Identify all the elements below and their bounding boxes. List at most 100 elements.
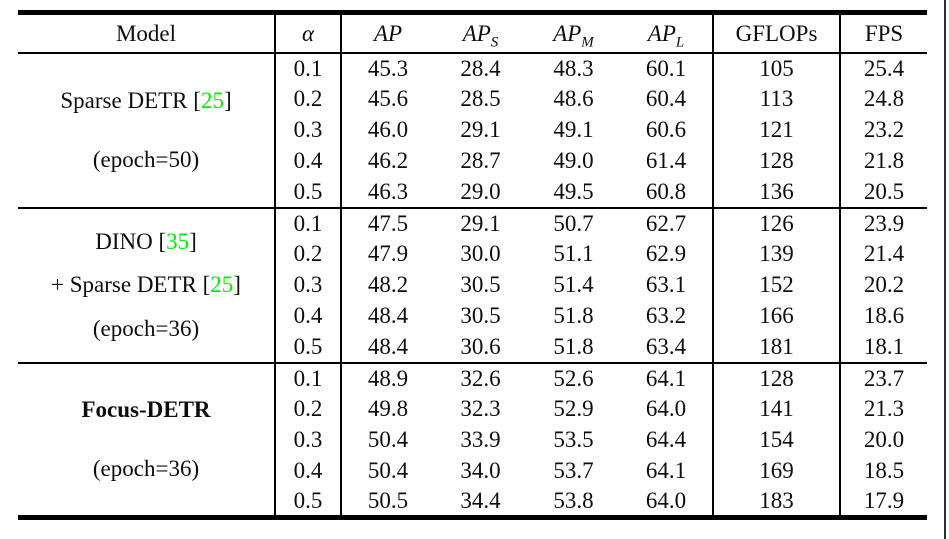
header-ap-s-label: AP (462, 20, 491, 46)
alpha-cell: 0.2 (275, 83, 342, 115)
citation-number: 25 (200, 88, 224, 114)
gflops-value-cell: 126 (713, 206, 841, 239)
gflops-value-cell: 139 (713, 238, 841, 270)
alpha-cell: 0.5 (275, 486, 342, 518)
model-name-text: DINO (95, 228, 153, 254)
header-row: Model α AP APS APM APL GFLOPs FPS (18, 12, 927, 54)
ap_l-value-cell: 64.0 (620, 393, 714, 425)
fps-value-cell: 21.4 (863, 241, 905, 267)
header-ap-l: APL (620, 12, 714, 54)
model-cell: Focus-DETR (epoch=36) (18, 361, 276, 518)
table-row: 0.5 46.3 29.0 49.5 60.8 136 20.5 (18, 176, 927, 208)
model-name-text: Sparse DETR (60, 88, 188, 114)
gflops-value-cell: 166 (713, 300, 841, 332)
ap_m-value-cell: 48.3 (553, 55, 594, 81)
ap_s-value-cell: 34.0 (460, 458, 501, 484)
table-row: Focus-DETR (epoch=36) 0.1 48.9 32.6 52.6 64.1 1… (18, 361, 927, 518)
citation-bracket-close: ] (233, 272, 241, 298)
gflops-value-cell: 128 (713, 361, 841, 394)
ap_l-value-cell: 64.1 (620, 361, 714, 394)
alpha-cell: 0.2 (275, 393, 342, 425)
ap_s-value-cell: 32.3 (460, 396, 501, 422)
gflops-value-cell: 152 (713, 269, 841, 301)
ap-value-cell: 47.9 (367, 241, 409, 267)
ap_l-value-cell: 63.1 (620, 269, 714, 301)
table-row: 0.4 46.2 28.7 49.0 61.4 128 21.8 (18, 145, 927, 177)
table-row: 0.2 49.8 32.3 52.9 64.0 141 21.3 (18, 393, 927, 425)
ap_l-value-cell: 62.9 (620, 238, 714, 270)
ap-value-cell: 48.4 (367, 303, 409, 329)
header-alpha: α (275, 12, 342, 54)
fps-value-cell: 20.0 (863, 427, 905, 453)
header-ap-m-label: AP (553, 20, 582, 46)
gflops-value-cell: 154 (713, 424, 841, 456)
model-cell-content: DINO [35] + Sparse DETR [25] (epoch=36) (18, 210, 274, 360)
ap-value-cell: 49.8 (367, 396, 409, 422)
table-row: DINO [35] + Sparse DETR [25] (epoch=36) 0.1… (18, 206, 927, 363)
fps-value-cell: 23.9 (840, 206, 927, 239)
ap_s-value-cell: 30.6 (460, 333, 501, 359)
ap_l-value-cell: 61.4 (620, 145, 714, 177)
ap_m-value-cell: 50.7 (527, 206, 620, 239)
ap_s-value-cell: 32.6 (434, 361, 527, 394)
ap_l-value-cell: 60.8 (620, 176, 714, 208)
gflops-value-cell: 141 (713, 393, 841, 425)
alpha-cell: 0.1 (275, 52, 342, 84)
ap_l-value-cell: 60.6 (620, 114, 714, 146)
ap-value-cell: 46.0 (367, 117, 409, 143)
ap_m-value-cell: 51.8 (553, 333, 594, 359)
ap_m-value-cell: 51.8 (553, 303, 594, 329)
ap-value-cell: 48.4 (367, 333, 409, 359)
fps-value-cell: 20.2 (863, 272, 905, 298)
page-edge-line (944, 0, 946, 539)
ap-value-cell: 50.4 (367, 427, 409, 453)
model-cell: DINO [35] + Sparse DETR [25] (epoch=36) (18, 206, 276, 363)
model-epoch-text: (epoch=50) (92, 146, 200, 172)
ap-value-cell: 50.4 (367, 458, 409, 484)
ap_m-value-cell: 51.4 (553, 272, 594, 298)
alpha-cell: 0.1 (275, 361, 342, 394)
header-ap-l-label: AP (647, 20, 676, 46)
citation-bracket-close: ] (189, 228, 197, 254)
gflops-value-cell: 105 (713, 52, 841, 84)
ap_s-value-cell: 28.5 (460, 86, 501, 112)
model-cell-content: Focus-DETR (epoch=36) (18, 364, 274, 514)
ap_l-value-cell: 64.4 (620, 424, 714, 456)
fps-value-cell: 18.6 (863, 303, 905, 329)
ap_s-value-cell: 30.5 (460, 272, 501, 298)
ap_s-value-cell: 30.5 (460, 303, 501, 329)
ap_l-value-cell: 60.1 (620, 52, 714, 84)
table-row: 0.3 50.4 33.9 53.5 64.4 154 20.0 (18, 424, 927, 456)
fps-value-cell: 24.8 (863, 86, 905, 112)
table-row: 0.3 46.0 29.1 49.1 60.6 121 23.2 (18, 114, 927, 146)
fps-value-cell: 20.5 (863, 178, 905, 204)
citation-bracket-open: [ (202, 272, 211, 298)
alpha-cell: 0.4 (275, 300, 342, 332)
ap_l-value-cell: 63.2 (620, 300, 714, 332)
model-cell-content: Sparse DETR [25] (epoch=50) (18, 55, 274, 205)
model-epoch-text: (epoch=36) (92, 455, 200, 481)
ap_s-value-cell: 29.0 (460, 178, 501, 204)
ap_m-value-cell: 51.1 (553, 241, 594, 267)
ap-value-cell: 46.2 (367, 148, 409, 174)
gflops-value-cell: 121 (713, 114, 841, 146)
header-fps: FPS (840, 12, 927, 54)
table-row: Sparse DETR [25] (epoch=50) 0.1 45.3 28.4 48.… (18, 52, 927, 208)
header-ap-label: AP (373, 20, 403, 46)
gflops-value-cell: 136 (713, 176, 841, 208)
alpha-cell: 0.1 (275, 206, 342, 239)
fps-value-cell: 18.5 (863, 458, 905, 484)
alpha-cell: 0.3 (275, 424, 342, 456)
model-cell: Sparse DETR [25] (epoch=50) (18, 52, 276, 208)
gflops-value-cell: 169 (713, 455, 841, 487)
ap_m-value-cell: 49.0 (553, 148, 594, 174)
ap_s-value-cell: 28.4 (460, 55, 501, 81)
fps-value-cell: 17.9 (863, 488, 905, 514)
model-name-line: DINO [35] (95, 229, 197, 254)
table-row: 0.4 50.4 34.0 53.7 64.1 169 18.5 (18, 455, 927, 487)
model-name-line: + Sparse DETR [25] (51, 272, 241, 297)
fps-value-cell: 18.1 (863, 333, 905, 359)
ap-value-cell: 45.6 (367, 86, 409, 112)
ap_m-value-cell: 52.6 (527, 361, 620, 394)
ap-value-cell: 45.3 (367, 55, 409, 81)
